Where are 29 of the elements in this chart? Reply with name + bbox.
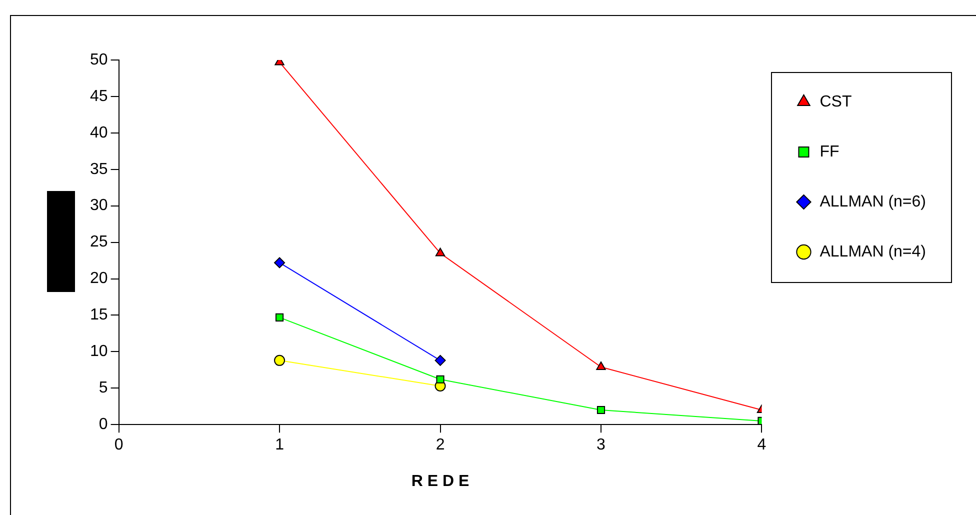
y-tick-label: 0 bbox=[98, 416, 108, 434]
y-tick-label: 10 bbox=[90, 343, 108, 360]
y-tick-label: 45 bbox=[90, 88, 108, 105]
x-tick-label: 1 bbox=[275, 436, 284, 454]
legend-label: ALLMAN (n=4) bbox=[820, 243, 926, 260]
x-tick-label: 3 bbox=[596, 436, 606, 454]
y-tick-label: 25 bbox=[90, 234, 108, 251]
point bbox=[275, 313, 284, 322]
x-axis-title: R E D E bbox=[411, 472, 470, 490]
legend-label: FF bbox=[820, 143, 840, 160]
y-tick-label: 35 bbox=[90, 160, 108, 178]
y-tick-label: 40 bbox=[90, 124, 108, 142]
point bbox=[435, 248, 446, 256]
x-tick-label: 0 bbox=[114, 436, 124, 454]
x-tick-label: 2 bbox=[436, 436, 445, 454]
point bbox=[274, 257, 286, 268]
x-tick-label: 4 bbox=[757, 436, 766, 454]
y-tick-label: 50 bbox=[90, 51, 108, 68]
y-tick-label: 30 bbox=[90, 197, 108, 214]
y-tick-label: 15 bbox=[90, 306, 108, 324]
point bbox=[596, 361, 606, 370]
y-tick-label: 5 bbox=[98, 380, 108, 397]
legend-label: ALLMAN (n=6) bbox=[820, 193, 926, 210]
point bbox=[436, 375, 444, 384]
y-tick-label: 20 bbox=[90, 270, 108, 288]
point bbox=[434, 354, 446, 366]
legend-label: CST bbox=[820, 93, 852, 110]
point bbox=[274, 354, 286, 366]
point bbox=[596, 406, 606, 414]
